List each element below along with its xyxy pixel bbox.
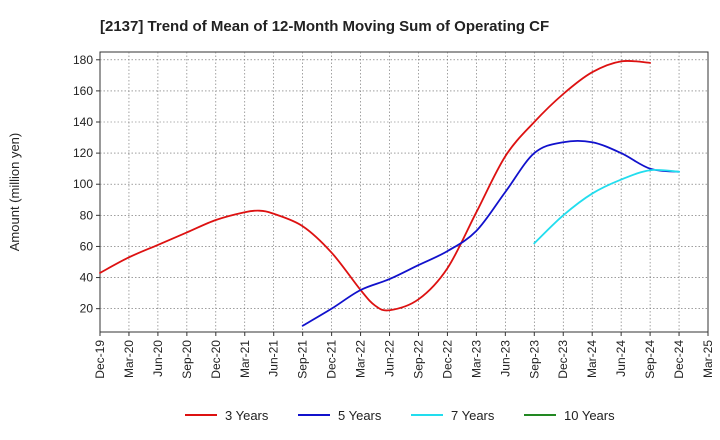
x-tick-label: Jun-24 (614, 340, 628, 377)
y-tick-label: 140 (73, 115, 93, 129)
x-tick-label: Sep-24 (643, 340, 657, 379)
x-tick-label: Jun-23 (498, 340, 512, 377)
x-tick-label: Mar-23 (469, 340, 483, 378)
legend-label-10-years: 10 Years (564, 408, 615, 423)
x-tick-label: Sep-21 (296, 340, 310, 379)
y-tick-label: 20 (80, 302, 94, 316)
y-tick-label: 160 (73, 84, 93, 98)
x-tick-label: Jun-20 (151, 340, 165, 377)
plot-area (99, 51, 709, 333)
chart-title: [2137] Trend of Mean of 12-Month Moving … (100, 18, 549, 35)
x-tick-label: Jun-22 (383, 340, 397, 377)
series-lines (99, 59, 680, 327)
y-tick-label: 120 (73, 146, 93, 160)
y-tick-label: 60 (80, 239, 94, 253)
series-line-3-years (99, 59, 651, 312)
x-tick-label: Sep-22 (411, 340, 425, 379)
series-line-7-years (533, 168, 680, 245)
grid (100, 52, 708, 332)
legend: 3 Years 5 Years 7 Years 10 Years (185, 408, 615, 423)
x-tick-label: Dec-22 (440, 340, 454, 379)
x-tick-label: Sep-20 (180, 340, 194, 379)
x-tick-label: Dec-24 (672, 340, 686, 379)
legend-label-3-years: 3 Years (225, 408, 269, 423)
x-tick-label: Dec-23 (556, 340, 570, 379)
legend-label-7-years: 7 Years (451, 408, 495, 423)
x-tick-label: Mar-24 (585, 340, 599, 378)
x-tick-label: Dec-21 (325, 340, 339, 379)
x-tick-label: Mar-21 (238, 340, 252, 378)
y-tick-label: 100 (73, 177, 93, 191)
y-tick-label: 80 (80, 208, 94, 222)
plot-frame (99, 51, 709, 333)
x-tick-label: Dec-20 (209, 340, 223, 379)
x-tick-label: Mar-20 (122, 340, 136, 378)
y-axis-label: Amount (million yen) (7, 133, 22, 252)
x-tick-label: Jun-21 (267, 340, 281, 377)
y-tick-label: 40 (80, 271, 94, 285)
series-line-5-years (301, 139, 680, 327)
x-axis-ticks: Dec-19 Mar-20 Jun-20 Sep-20 Dec-20 Mar-21 Jun-… (93, 332, 715, 379)
x-tick-label: Dec-19 (93, 340, 107, 379)
legend-label-5-years: 5 Years (338, 408, 382, 423)
y-axis-ticks: 20 40 60 80 100 120 140 160 180 (73, 53, 100, 316)
x-tick-label: Mar-22 (354, 340, 368, 378)
y-tick-label: 180 (73, 53, 93, 67)
x-tick-label: Sep-23 (527, 340, 541, 379)
x-tick-label: Mar-25 (701, 340, 715, 378)
